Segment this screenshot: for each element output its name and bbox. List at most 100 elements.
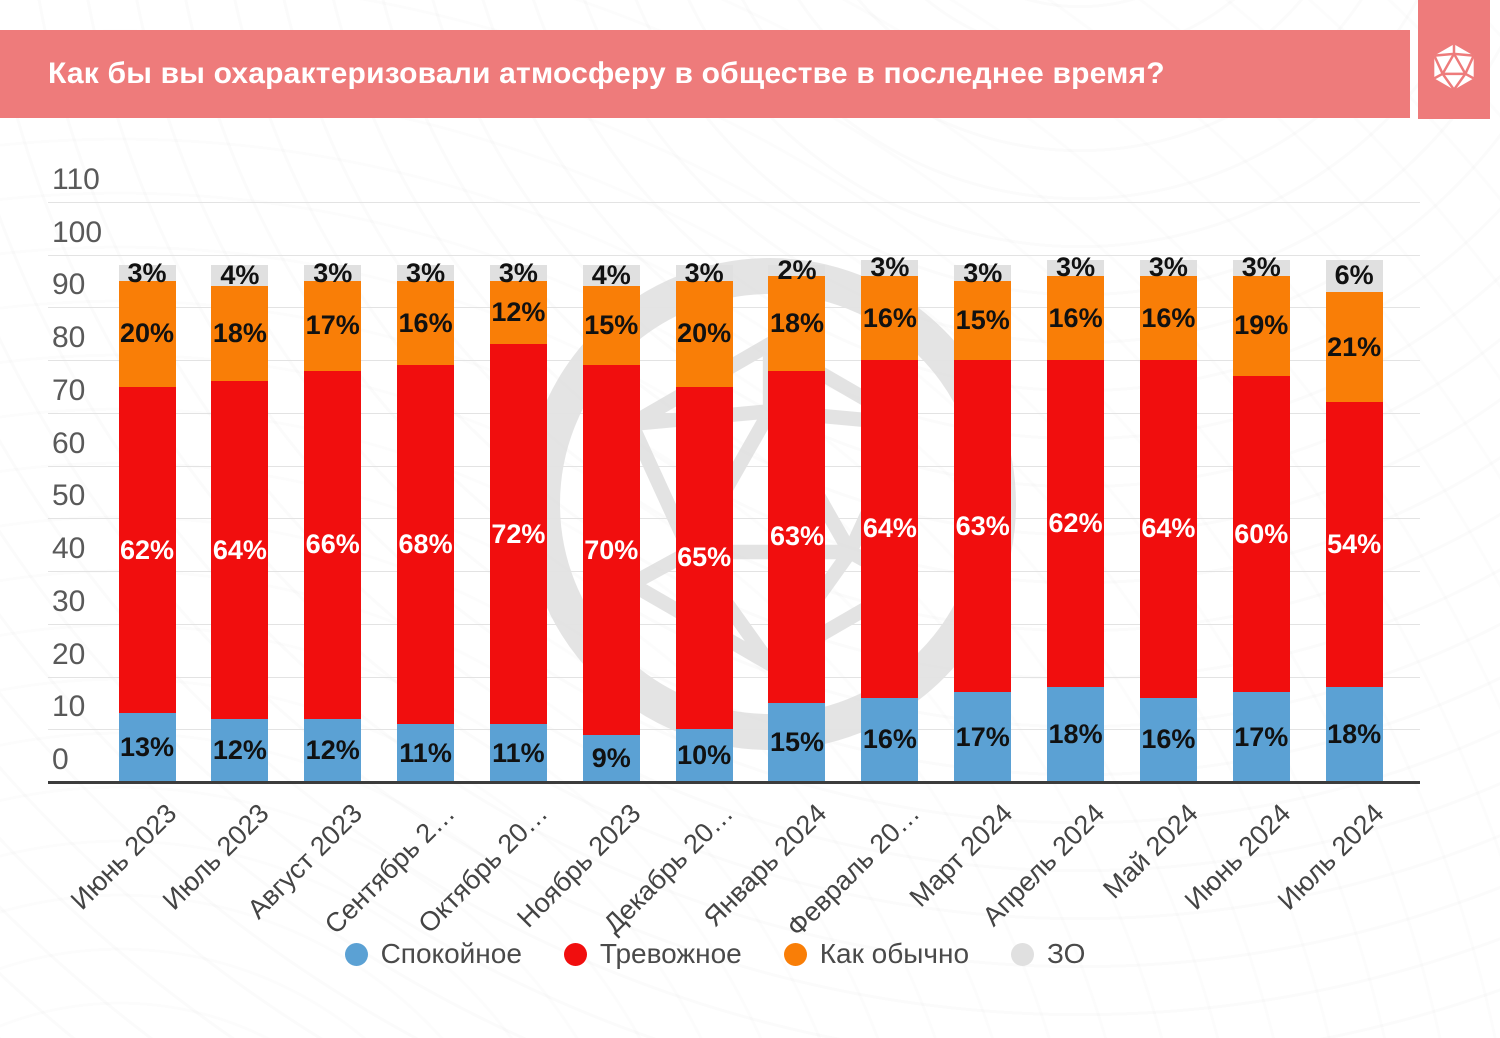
- bar-value-label: 18%: [212, 318, 267, 349]
- gridline: [48, 307, 1420, 309]
- bar-segment[interactable]: 9%: [582, 734, 640, 782]
- bar-segment[interactable]: 62%: [118, 386, 176, 714]
- bar-segment[interactable]: 63%: [768, 370, 826, 703]
- bar-segment[interactable]: 3%: [1232, 254, 1290, 281]
- bar-segment[interactable]: 4%: [211, 262, 269, 289]
- y-axis-tick-label: 110: [52, 163, 100, 196]
- bar-segment[interactable]: 18%: [1047, 687, 1105, 782]
- bar-segment[interactable]: 18%: [1325, 687, 1383, 782]
- bar-column: 15% 63% 18% 2%: [768, 257, 826, 782]
- bar-segment[interactable]: 64%: [1139, 360, 1197, 698]
- title-bar: Как бы вы охарактеризовали атмосферу в о…: [0, 30, 1410, 118]
- bar-value-label: 3%: [963, 257, 1003, 288]
- bar-segment[interactable]: 3%: [954, 259, 1012, 286]
- bar-segment[interactable]: 15%: [582, 286, 640, 366]
- bar-segment[interactable]: 3%: [118, 259, 176, 286]
- bar-segment[interactable]: 3%: [861, 254, 919, 281]
- bar-segment[interactable]: 63%: [954, 360, 1012, 693]
- bar-value-label: 16%: [1141, 724, 1196, 755]
- bar-segment[interactable]: 18%: [768, 275, 826, 371]
- bar-segment[interactable]: 20%: [118, 281, 176, 387]
- bar-segment[interactable]: 62%: [1047, 360, 1105, 688]
- bar-segment[interactable]: 15%: [954, 281, 1012, 361]
- bar-value-label: 70%: [584, 534, 639, 565]
- bar-segment[interactable]: 54%: [1325, 402, 1383, 688]
- bar-value-label: 17%: [305, 310, 360, 341]
- bar-value-label: 11%: [399, 737, 452, 768]
- bar-segment[interactable]: 65%: [675, 386, 733, 730]
- y-axis-tick-label: 60: [52, 426, 86, 460]
- logo-tile: [1418, 0, 1490, 119]
- legend-item[interactable]: Тревожное: [563, 938, 742, 970]
- bar-segment[interactable]: 17%: [954, 692, 1012, 782]
- bar-segment[interactable]: 15%: [768, 702, 826, 782]
- bar-column: 18% 62% 16% 3%: [1047, 254, 1105, 782]
- bar-segment[interactable]: 70%: [582, 365, 640, 735]
- bar-segment[interactable]: 2%: [768, 257, 826, 284]
- bar-value-label: 64%: [1141, 513, 1196, 544]
- bar-segment[interactable]: 20%: [675, 281, 733, 387]
- bar-segment[interactable]: 4%: [582, 262, 640, 289]
- bar-segment[interactable]: 3%: [397, 259, 455, 286]
- bar-value-label: 3%: [127, 257, 167, 288]
- bar-segment[interactable]: 6%: [1325, 260, 1383, 292]
- bar-segment[interactable]: 21%: [1325, 291, 1383, 403]
- legend-item[interactable]: ЗО: [1011, 938, 1085, 970]
- bar-segment[interactable]: 17%: [304, 281, 362, 371]
- bar-segment[interactable]: 12%: [211, 718, 269, 782]
- bar-value-label: 16%: [398, 307, 453, 338]
- bar-segment[interactable]: 12%: [489, 281, 547, 345]
- bar-value-label: 15%: [584, 310, 639, 341]
- legend-label: ЗО: [1047, 938, 1086, 969]
- bar-segment[interactable]: 16%: [397, 281, 455, 366]
- bar-segment[interactable]: 17%: [1232, 692, 1290, 782]
- bar-value-label: 3%: [498, 257, 538, 288]
- legend-dot: [1011, 942, 1035, 966]
- bar-value-label: 16%: [862, 302, 917, 333]
- bar-segment[interactable]: 10%: [675, 729, 733, 782]
- bar-value-label: 3%: [313, 257, 353, 288]
- bar-segment[interactable]: 16%: [861, 697, 919, 782]
- y-axis-tick-label: 40: [52, 532, 86, 566]
- bar-segment[interactable]: 11%: [397, 724, 455, 782]
- bar-segment[interactable]: 66%: [304, 370, 362, 719]
- bar-segment[interactable]: 68%: [397, 365, 455, 724]
- bar-segment[interactable]: 3%: [1047, 254, 1105, 281]
- chart-legend: Спокойное Тревожное Как обычно ЗО: [0, 938, 1430, 970]
- gridline: [48, 729, 1420, 731]
- bar-segment[interactable]: 13%: [118, 713, 176, 782]
- y-axis-tick-label: 90: [52, 268, 86, 302]
- bar-segment[interactable]: 16%: [1047, 275, 1105, 361]
- bar-segment[interactable]: 3%: [1139, 254, 1197, 281]
- bar-segment[interactable]: 64%: [211, 381, 269, 719]
- bar-segment[interactable]: 16%: [861, 275, 919, 361]
- d20-icon: [1433, 43, 1475, 90]
- bar-segment[interactable]: 3%: [675, 259, 733, 286]
- bar-column: 16% 64% 16% 3%: [861, 254, 919, 782]
- bar-segment[interactable]: 18%: [211, 286, 269, 382]
- bar-column: 11% 72% 12% 3%: [489, 259, 547, 782]
- bar-value-label: 15%: [955, 305, 1010, 336]
- legend-item[interactable]: Спокойное: [344, 938, 522, 970]
- legend-item[interactable]: Как обычно: [783, 938, 970, 970]
- bar-segment[interactable]: 11%: [489, 724, 547, 782]
- gridline: [48, 571, 1420, 573]
- bar-value-label: 3%: [406, 257, 446, 288]
- bar-segment[interactable]: 3%: [489, 259, 547, 286]
- bar-value-label: 11%: [492, 737, 545, 768]
- bar-segment[interactable]: 60%: [1232, 376, 1290, 693]
- bar-segment[interactable]: 19%: [1232, 275, 1290, 377]
- legend-label: Как обычно: [819, 938, 970, 969]
- bar-segment[interactable]: 64%: [861, 360, 919, 698]
- y-axis-tick-label: 10: [52, 690, 86, 724]
- bar-segment[interactable]: 3%: [304, 259, 362, 286]
- bar-segment[interactable]: 72%: [489, 344, 547, 724]
- bar-segment[interactable]: 16%: [1139, 697, 1197, 782]
- bar-segment[interactable]: 16%: [1139, 275, 1197, 361]
- bar-value-label: 12%: [305, 734, 360, 765]
- bar-value-label: 13%: [119, 732, 175, 763]
- bar-segment[interactable]: 12%: [304, 718, 362, 782]
- gridline: [48, 623, 1420, 625]
- bar-value-label: 21%: [1327, 331, 1382, 362]
